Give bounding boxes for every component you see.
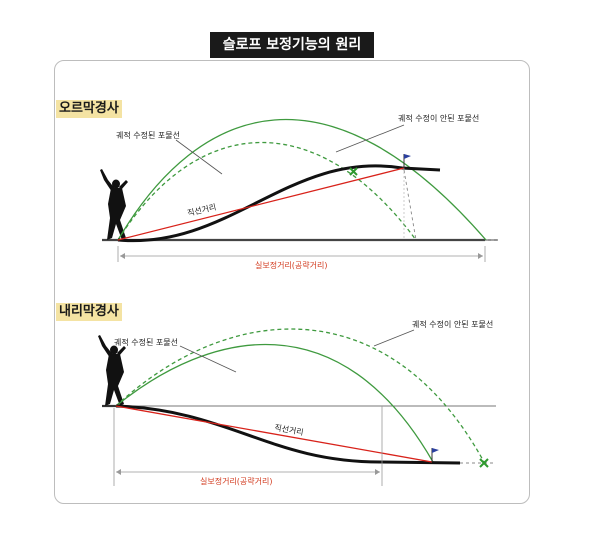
diagram-panel xyxy=(54,60,530,504)
downhill-corrected-trajectory xyxy=(115,343,434,463)
downhill-uncorrected-trajectory xyxy=(115,328,485,463)
uphill-label-distance: 실보정거리(공략거리) xyxy=(255,260,327,270)
uphill-corrected-trajectory xyxy=(117,118,487,241)
uphill-diagram: 궤적 수정된 포물선 궤적 수정이 안된 포물선 직선거리 실보정거리(공략거리… xyxy=(100,113,498,270)
uphill-label-straight: 직선거리 xyxy=(186,202,217,218)
downhill-diagram: 궤적 수정된 포물선 궤적 수정이 안된 포물선 직선거리 실보정거리(공략거리… xyxy=(98,319,496,486)
downhill-label-distance: 실보정거리(공략거리) xyxy=(200,476,272,486)
x-mark-icon xyxy=(349,167,358,176)
uphill-label-corrected: 궤적 수정된 포물선 xyxy=(116,130,180,140)
flag-icon xyxy=(431,447,440,463)
downhill-label-corrected: 궤적 수정된 포물선 xyxy=(114,337,178,347)
page-title: 슬로프 보정기능의 원리 xyxy=(210,32,374,58)
downhill-straight-line xyxy=(115,405,433,463)
uphill-uncorrected-trajectory xyxy=(117,142,417,241)
uphill-straight-line xyxy=(117,167,405,241)
uphill-tag: 오르막경사 xyxy=(56,100,122,118)
downhill-slope-terrain xyxy=(115,404,461,465)
downhill-label-uncorrected: 궤적 수정이 안된 포물선 xyxy=(412,319,493,329)
x-mark-icon xyxy=(479,458,489,468)
downhill-tag: 내리막경사 xyxy=(56,303,122,321)
uphill-slope-terrain xyxy=(117,164,441,243)
uphill-label-uncorrected: 궤적 수정이 안된 포물선 xyxy=(398,113,479,123)
